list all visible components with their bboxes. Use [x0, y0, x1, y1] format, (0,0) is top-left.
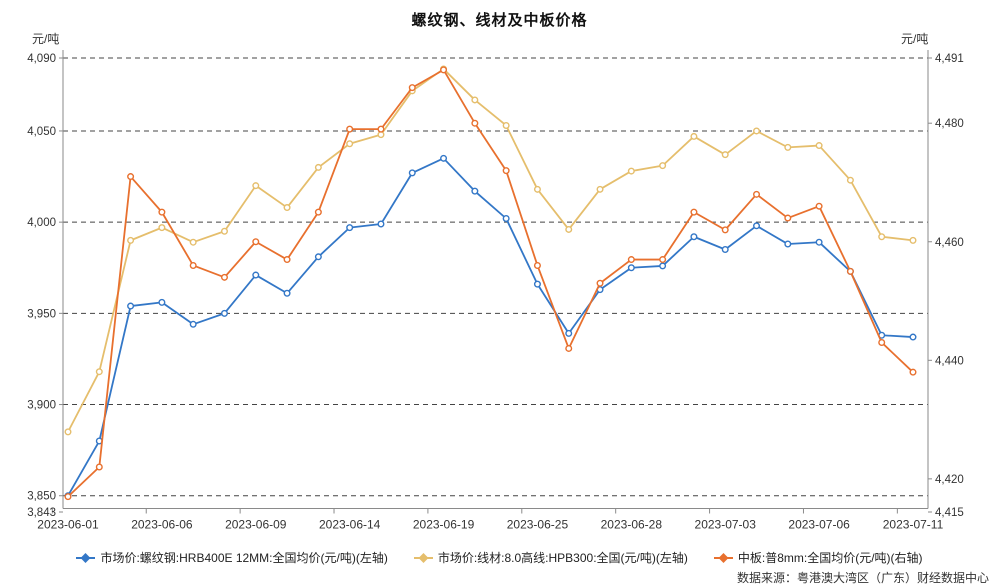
svg-text:3,850: 3,850: [27, 491, 56, 503]
svg-text:2023-07-06: 2023-07-06: [788, 518, 850, 532]
svg-text:4,420: 4,420: [935, 474, 964, 486]
line-chart-plot: 4,090 4,050 4,000 3,950 3,900 3,850 3,843 4,491…: [27, 50, 964, 532]
right-axis-unit-label: 元/吨: [901, 32, 929, 46]
legend-label-wire-rod: 市场价:线材:8.0高线:HPB300:全国(元/吨)(左轴): [437, 551, 688, 565]
x-axis-tick-labels: 2023-06-01 2023-06-06 2023-06-09 2023-06-14…: [37, 518, 943, 532]
svg-text:2023-07-11: 2023-07-11: [883, 518, 944, 532]
left-axis-unit-label: 元/吨: [32, 32, 60, 46]
legend-item-rebar[interactable]: 市场价:螺纹钢:HRB400E 12MM:全国均价(元/吨)(左轴): [76, 549, 388, 566]
series-line-1: [64, 65, 917, 436]
data-source-note: 数据来源：粤港澳大湾区（广东）财经数据中心: [736, 571, 989, 585]
svg-text:2023-06-28: 2023-06-28: [601, 518, 663, 532]
series-line-2: [64, 66, 917, 501]
svg-text:3,900: 3,900: [27, 400, 56, 412]
svg-text:4,090: 4,090: [27, 53, 56, 65]
axes: [51, 50, 932, 514]
svg-text:2023-06-19: 2023-06-19: [413, 518, 475, 532]
svg-text:2023-07-03: 2023-07-03: [695, 518, 757, 532]
rebar-series-icon: [76, 552, 96, 563]
wire-rod-series-icon: [413, 552, 433, 563]
series-line-0: [64, 154, 917, 500]
svg-text:2023-06-09: 2023-06-09: [225, 518, 287, 532]
chart-legend: 市场价:螺纹钢:HRB400E 12MM:全国均价(元/吨)(左轴) 市场价:线…: [0, 549, 999, 566]
legend-item-wire-rod[interactable]: 市场价:线材:8.0高线:HPB300:全国(元/吨)(左轴): [413, 549, 688, 566]
plate-series-icon: [713, 552, 733, 563]
legend-label-plate: 中板:普8mm:全国均价(元/吨)(右轴): [737, 551, 923, 565]
gridlines: [63, 57, 928, 497]
svg-text:2023-06-06: 2023-06-06: [131, 518, 193, 532]
svg-text:2023-06-14: 2023-06-14: [319, 518, 381, 532]
svg-text:4,000: 4,000: [27, 217, 56, 229]
svg-text:3,843: 3,843: [27, 507, 56, 519]
page-title: 螺纹钢、线材及中板价格: [411, 12, 588, 29]
legend-label-rebar: 市场价:螺纹钢:HRB400E 12MM:全国均价(元/吨)(左轴): [100, 551, 388, 565]
svg-text:2023-06-01: 2023-06-01: [37, 518, 99, 532]
svg-text:3,950: 3,950: [27, 308, 56, 320]
right-axis-tick-labels: 4,491 4,480 4,460 4,440 4,420 4,415: [935, 53, 964, 519]
svg-text:4,440: 4,440: [935, 355, 964, 367]
svg-text:4,480: 4,480: [935, 118, 964, 130]
svg-text:4,050: 4,050: [27, 126, 56, 138]
left-axis-tick-labels: 4,090 4,050 4,000 3,950 3,900 3,850 3,843: [27, 53, 56, 519]
svg-text:4,415: 4,415: [935, 507, 964, 519]
svg-text:2023-06-25: 2023-06-25: [507, 518, 569, 532]
svg-text:4,491: 4,491: [935, 53, 964, 65]
legend-item-plate[interactable]: 中板:普8mm:全国均价(元/吨)(右轴): [713, 549, 923, 566]
svg-text:4,460: 4,460: [935, 237, 964, 249]
